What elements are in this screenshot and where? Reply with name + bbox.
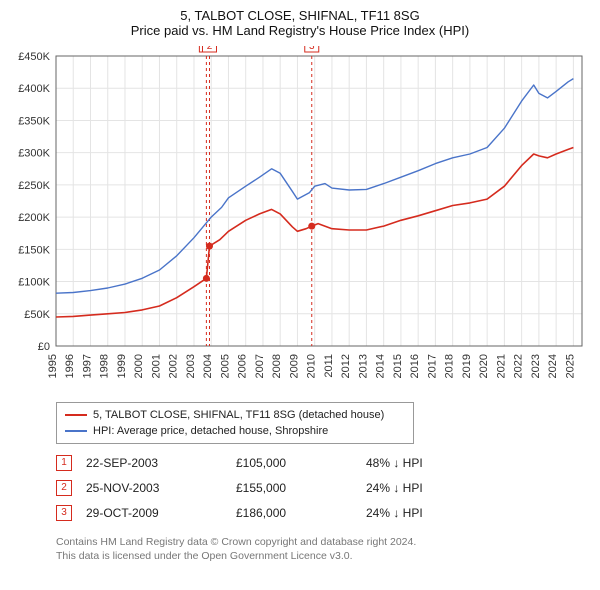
event-table: 1 22-SEP-2003 £105,000 48% ↓ HPI 2 25-NO… bbox=[56, 450, 592, 525]
svg-text:2007: 2007 bbox=[254, 354, 266, 378]
svg-text:2021: 2021 bbox=[495, 354, 507, 378]
event-price: £105,000 bbox=[236, 450, 366, 475]
svg-text:1997: 1997 bbox=[81, 354, 93, 378]
legend-item-hpi: HPI: Average price, detached house, Shro… bbox=[65, 423, 405, 439]
svg-text:2014: 2014 bbox=[375, 354, 387, 378]
event-price: £186,000 bbox=[236, 500, 366, 525]
event-marker-3: 3 bbox=[56, 505, 72, 521]
svg-text:1996: 1996 bbox=[64, 354, 76, 378]
svg-text:2000: 2000 bbox=[133, 354, 145, 378]
svg-text:2022: 2022 bbox=[513, 354, 525, 378]
title-line-2: Price paid vs. HM Land Registry's House … bbox=[8, 23, 592, 38]
svg-text:2009: 2009 bbox=[288, 354, 300, 378]
legend-label-hpi: HPI: Average price, detached house, Shro… bbox=[93, 425, 328, 437]
svg-text:2015: 2015 bbox=[392, 354, 404, 378]
legend-item-property: 5, TALBOT CLOSE, SHIFNAL, TF11 8SG (deta… bbox=[65, 407, 405, 423]
svg-text:2018: 2018 bbox=[444, 354, 456, 378]
event-row: 1 22-SEP-2003 £105,000 48% ↓ HPI bbox=[56, 450, 423, 475]
event-delta: 48% ↓ HPI bbox=[366, 450, 423, 475]
svg-text:2004: 2004 bbox=[202, 354, 214, 378]
event-row: 2 25-NOV-2003 £155,000 24% ↓ HPI bbox=[56, 475, 423, 500]
svg-text:2: 2 bbox=[207, 46, 213, 52]
svg-text:2019: 2019 bbox=[461, 354, 473, 378]
svg-text:£350K: £350K bbox=[18, 115, 50, 127]
chart-svg: £0 £50K £100K £150K £200K £250K £300K £350K £400… bbox=[8, 46, 592, 396]
svg-text:2025: 2025 bbox=[564, 354, 576, 378]
event-marker-2: 2 bbox=[56, 480, 72, 496]
svg-text:1995: 1995 bbox=[47, 354, 59, 378]
price-chart: £0 £50K £100K £150K £200K £250K £300K £350K £400… bbox=[8, 46, 592, 396]
chart-title-block: 5, TALBOT CLOSE, SHIFNAL, TF11 8SG Price… bbox=[8, 8, 592, 38]
legend-label-property: 5, TALBOT CLOSE, SHIFNAL, TF11 8SG (deta… bbox=[93, 409, 384, 421]
event-row: 3 29-OCT-2009 £186,000 24% ↓ HPI bbox=[56, 500, 423, 525]
svg-text:2010: 2010 bbox=[306, 354, 318, 378]
svg-text:1999: 1999 bbox=[116, 354, 128, 378]
svg-text:£200K: £200K bbox=[18, 212, 50, 224]
svg-text:2017: 2017 bbox=[426, 354, 438, 378]
svg-text:£50K: £50K bbox=[24, 309, 50, 321]
legend-swatch-hpi bbox=[65, 430, 87, 432]
svg-text:2012: 2012 bbox=[340, 354, 352, 378]
svg-text:2020: 2020 bbox=[478, 354, 490, 378]
event-date: 25-NOV-2003 bbox=[86, 475, 236, 500]
svg-text:£0: £0 bbox=[38, 341, 50, 353]
legend-swatch-property bbox=[65, 414, 87, 416]
event-price: £155,000 bbox=[236, 475, 366, 500]
svg-text:2001: 2001 bbox=[150, 354, 162, 378]
svg-text:£150K: £150K bbox=[18, 244, 50, 256]
svg-text:£100K: £100K bbox=[18, 277, 50, 289]
svg-text:2005: 2005 bbox=[219, 354, 231, 378]
event-date: 22-SEP-2003 bbox=[86, 450, 236, 475]
title-line-1: 5, TALBOT CLOSE, SHIFNAL, TF11 8SG bbox=[8, 8, 592, 23]
svg-text:£300K: £300K bbox=[18, 148, 50, 160]
event-delta: 24% ↓ HPI bbox=[366, 500, 423, 525]
svg-text:2016: 2016 bbox=[409, 354, 421, 378]
svg-text:1998: 1998 bbox=[99, 354, 111, 378]
svg-text:3: 3 bbox=[309, 46, 315, 52]
svg-text:£450K: £450K bbox=[18, 51, 50, 63]
svg-text:2023: 2023 bbox=[530, 354, 542, 378]
svg-text:2024: 2024 bbox=[547, 354, 559, 378]
event-date: 29-OCT-2009 bbox=[86, 500, 236, 525]
svg-text:2002: 2002 bbox=[168, 354, 180, 378]
event-delta: 24% ↓ HPI bbox=[366, 475, 423, 500]
svg-text:2006: 2006 bbox=[237, 354, 249, 378]
svg-text:2003: 2003 bbox=[185, 354, 197, 378]
svg-text:2008: 2008 bbox=[271, 354, 283, 378]
svg-text:£400K: £400K bbox=[18, 83, 50, 95]
footer-line-1: Contains HM Land Registry data © Crown c… bbox=[56, 535, 592, 549]
footer-line-2: This data is licensed under the Open Gov… bbox=[56, 549, 592, 563]
event-marker-1: 1 bbox=[56, 455, 72, 471]
svg-text:2013: 2013 bbox=[357, 354, 369, 378]
svg-text:2011: 2011 bbox=[323, 354, 335, 378]
footer-attribution: Contains HM Land Registry data © Crown c… bbox=[56, 535, 592, 563]
legend: 5, TALBOT CLOSE, SHIFNAL, TF11 8SG (deta… bbox=[56, 402, 414, 444]
svg-text:£250K: £250K bbox=[18, 180, 50, 192]
